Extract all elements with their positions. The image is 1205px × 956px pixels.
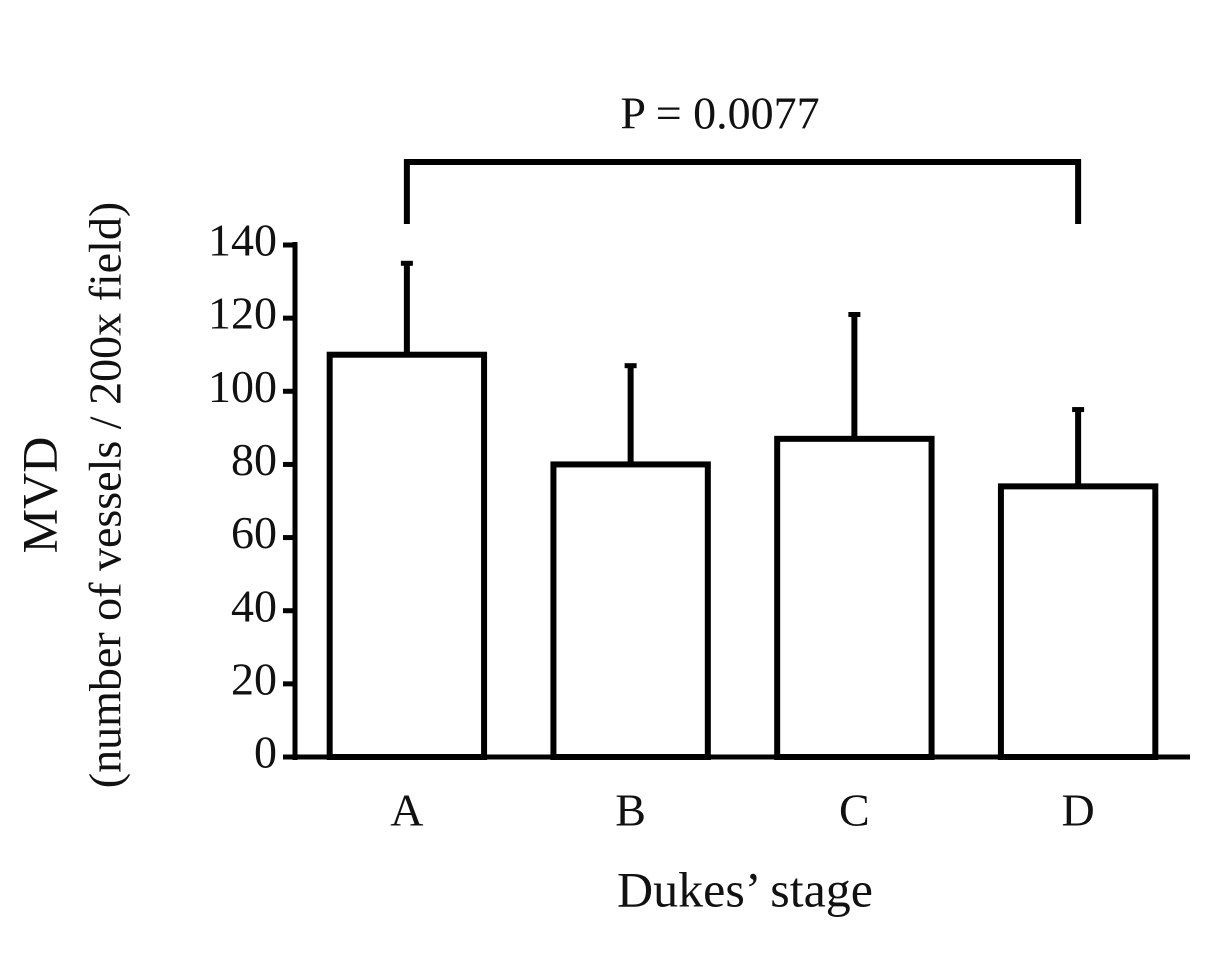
x-tick-label: B xyxy=(615,785,646,836)
x-tick-label: C xyxy=(839,785,870,836)
y-tick-label: 80 xyxy=(231,434,277,485)
y-axis-label: MVD xyxy=(11,437,67,554)
x-axis-label: Dukes’ stage xyxy=(617,861,873,917)
y-tick-label: 120 xyxy=(208,288,277,339)
y-axis-label: (number of vessels / 200x field) xyxy=(80,202,131,788)
bar xyxy=(550,461,711,760)
y-tick-label: 40 xyxy=(231,580,277,631)
x-tick-label: D xyxy=(1062,785,1095,836)
y-tick-label: 0 xyxy=(254,727,277,778)
y-tick-label: 20 xyxy=(231,653,277,704)
bar xyxy=(997,483,1159,760)
y-tick-label: 60 xyxy=(231,507,277,558)
bar xyxy=(774,435,935,760)
significance-bracket xyxy=(403,159,1082,224)
x-tick-label: A xyxy=(390,785,423,836)
y-tick-label: 100 xyxy=(208,361,277,412)
bar xyxy=(326,351,488,760)
y-tick-label: 140 xyxy=(208,215,277,266)
annotation: P = 0.0077 xyxy=(620,88,819,139)
